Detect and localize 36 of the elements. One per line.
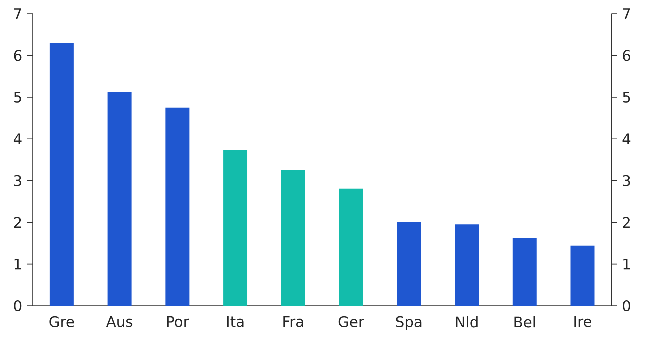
x-tick-label: Aus xyxy=(106,316,133,328)
bar xyxy=(224,150,248,306)
y2-tick-label: 2 xyxy=(14,217,22,228)
bar xyxy=(339,188,364,306)
y-tick-label: 0 xyxy=(623,300,630,312)
x-tick-label: Bel xyxy=(514,316,536,328)
x-tick-label: Nld xyxy=(456,316,478,328)
x-tick-label: Ita xyxy=(227,316,244,328)
y-tick-label: 7 xyxy=(623,8,630,20)
bar xyxy=(281,170,306,306)
y2-tick-label: 4 xyxy=(14,134,22,144)
bar xyxy=(50,43,74,306)
x-tick-label: Fra xyxy=(284,316,304,328)
bar xyxy=(570,246,595,306)
bar xyxy=(108,92,132,306)
bar xyxy=(397,222,422,306)
y2-tick-label: 6 xyxy=(14,50,22,62)
y-tick-label: 2 xyxy=(623,217,630,228)
y2-tick-label: 0 xyxy=(14,300,22,312)
y2-tick-label: 7 xyxy=(14,8,22,20)
y-tick-label: 4 xyxy=(622,134,631,144)
y2-tick-label: 1 xyxy=(14,258,22,270)
x-tick-label: Ire xyxy=(574,316,592,328)
y2-tick-label: 5 xyxy=(14,92,22,103)
x-tick-label: Por xyxy=(167,316,190,328)
y-tick-label: 3 xyxy=(623,175,630,186)
bar xyxy=(455,224,480,306)
bar xyxy=(512,238,537,306)
x-tick-label: Spa xyxy=(396,316,422,330)
y-tick-label: 1 xyxy=(624,258,630,270)
y-tick-label: 5 xyxy=(623,92,630,103)
bar xyxy=(166,108,190,306)
x-tick-label: Gre xyxy=(50,316,74,328)
x-tick-label: Ger xyxy=(338,316,364,328)
y2-tick-label: 3 xyxy=(14,175,22,186)
y-tick-label: 6 xyxy=(623,50,630,62)
